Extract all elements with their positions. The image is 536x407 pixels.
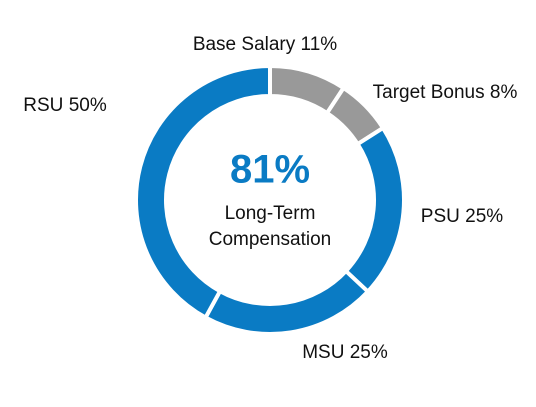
donut-segment <box>202 268 371 336</box>
value-label: 8% <box>490 82 518 103</box>
segment-label: Base Salary 11% <box>193 34 337 55</box>
category-name: MSU <box>302 342 344 363</box>
value-label: 25% <box>465 206 503 227</box>
donut-segment <box>134 63 272 321</box>
value-label: 25% <box>350 342 388 363</box>
segment-label: Target Bonus 8% <box>373 82 518 103</box>
category-name: Target Bonus <box>373 82 485 103</box>
center-caption: Compensation <box>209 229 332 250</box>
category-name: PSU <box>421 206 460 227</box>
segment-label: PSU 25% <box>421 206 503 227</box>
center-label: 81% <box>230 148 310 192</box>
category-name: Base Salary <box>193 34 296 55</box>
center-caption: Long-Term <box>225 203 316 224</box>
segment-label: MSU 25% <box>302 342 388 363</box>
donut-segment <box>343 125 406 295</box>
segment-label: RSU 50% <box>23 95 107 116</box>
value-label: 11% <box>301 34 338 55</box>
category-name: RSU <box>23 95 63 116</box>
value-label: 50% <box>69 95 107 116</box>
